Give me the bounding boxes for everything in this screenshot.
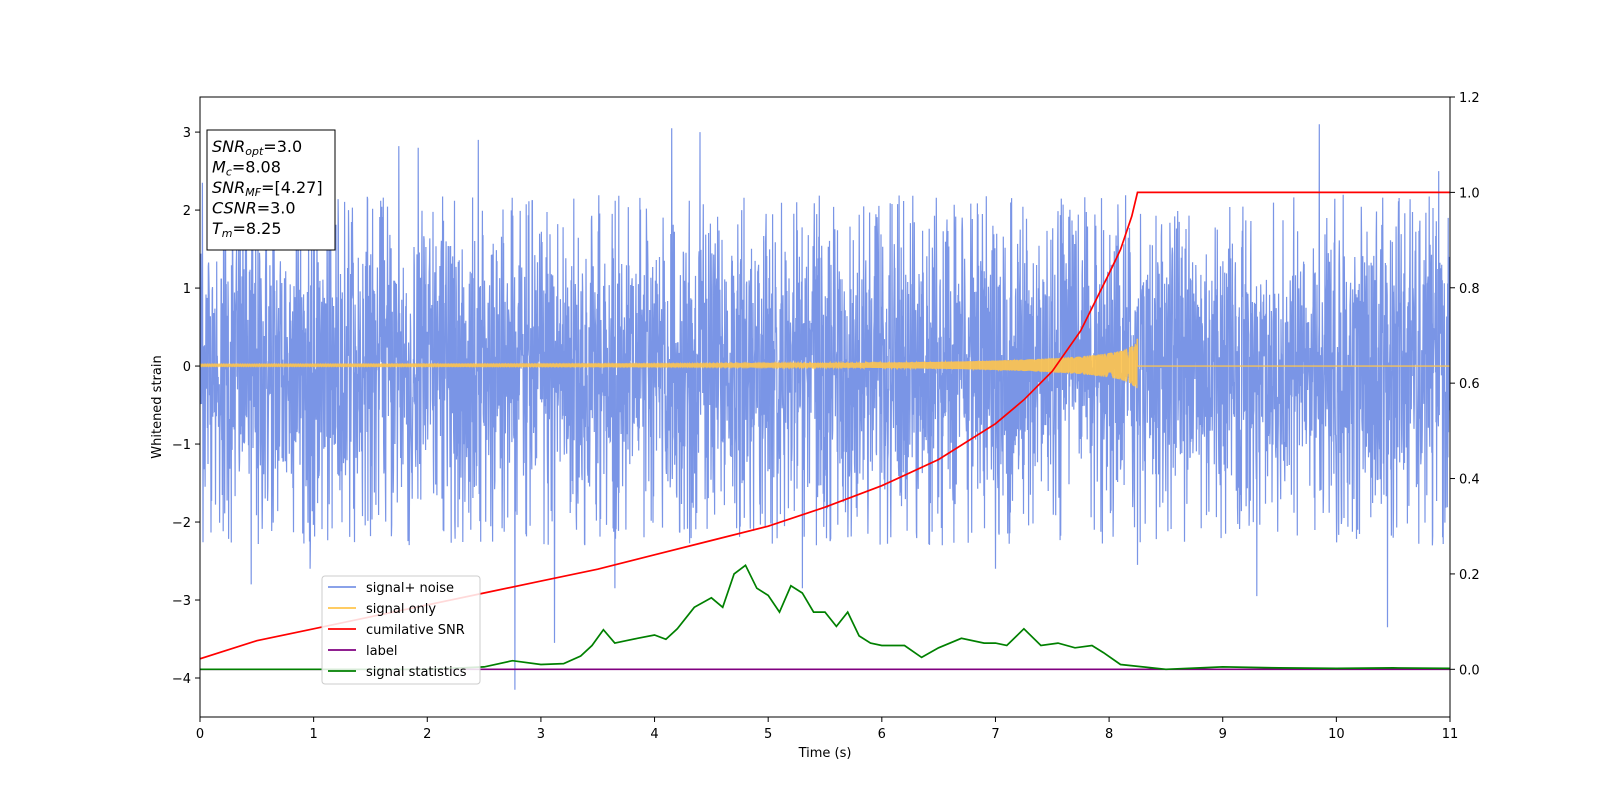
x-tick-label: 2 <box>423 727 431 742</box>
y-right-tick-label: 1.0 <box>1459 186 1480 201</box>
info-box-line: SNRopt=3.0 <box>212 137 302 158</box>
y-left-tick-label: −1 <box>172 438 191 453</box>
legend-label-cumilative-snr: cumilative SNR <box>366 623 465 638</box>
y-right-tick-label: 0.0 <box>1459 663 1480 678</box>
info-box-line: Tm=8.25 <box>212 219 282 240</box>
series-signal-statistics-line <box>200 564 1450 671</box>
series-signal-noise-line <box>200 124 1450 690</box>
plot-frame <box>199 96 1451 718</box>
x-tick-label: 9 <box>1219 727 1227 742</box>
info-box: SNRopt=3.0Mc=8.08SNRMF=[4.27]CSNR=3.0Tm=… <box>206 129 336 251</box>
y-axis-label-left: Whitened strain <box>150 355 165 458</box>
y-right-tick-label: 1.2 <box>1459 91 1480 106</box>
legend-label-label: label <box>366 644 397 659</box>
info-box-line: SNRMF=[4.27] <box>212 178 323 199</box>
x-tick-label: 1 <box>309 727 317 742</box>
legend-label-signal-only: signal only <box>366 602 436 617</box>
y-right-tick-label: 0.6 <box>1459 377 1480 392</box>
y-left-tick-label: −2 <box>172 516 191 531</box>
y-right-tick-label: 0.4 <box>1459 473 1480 488</box>
x-tick-label: 3 <box>537 727 545 742</box>
x-tick-label: 11 <box>1442 727 1459 742</box>
y-left-tick-label: −4 <box>172 672 191 687</box>
info-box-frame <box>206 129 336 251</box>
x-tick-label: 4 <box>650 727 658 742</box>
legend-label-signal-noise: signal+ noise <box>366 581 454 596</box>
y-right-tick-label: 0.8 <box>1459 282 1480 297</box>
legend-frame <box>321 575 481 685</box>
x-tick-label: 8 <box>1105 727 1113 742</box>
axis-ticks: 0 1 2 3 4 5 6 7 8 9 10 113210−1−2−3−41.21.00.80.60.… <box>172 91 1480 742</box>
y-left-tick-label: 0 <box>183 360 191 375</box>
y-left-tick-label: −3 <box>172 594 191 609</box>
x-tick-label: 10 <box>1328 727 1345 742</box>
legend-label-signal-statistics: signal statistics <box>366 665 467 680</box>
y-left-tick-label: 1 <box>183 282 191 297</box>
y-left-tick-label: 3 <box>183 126 191 141</box>
x-tick-label: 6 <box>878 727 886 742</box>
x-tick-label: 0 <box>196 727 204 742</box>
x-axis-label: Time (s) <box>798 746 852 761</box>
info-box-line: CSNR=3.0 <box>212 199 296 218</box>
x-tick-label: 7 <box>991 727 999 742</box>
y-left-tick-label: 2 <box>183 204 191 219</box>
legend: signal+ noise signal only cumilative SNR la… <box>321 575 481 685</box>
y-right-tick-label: 0.2 <box>1459 568 1480 583</box>
series-signal-only-line <box>200 338 1450 389</box>
info-box-line: Mc=8.08 <box>212 158 281 179</box>
x-tick-label: 5 <box>764 727 772 742</box>
